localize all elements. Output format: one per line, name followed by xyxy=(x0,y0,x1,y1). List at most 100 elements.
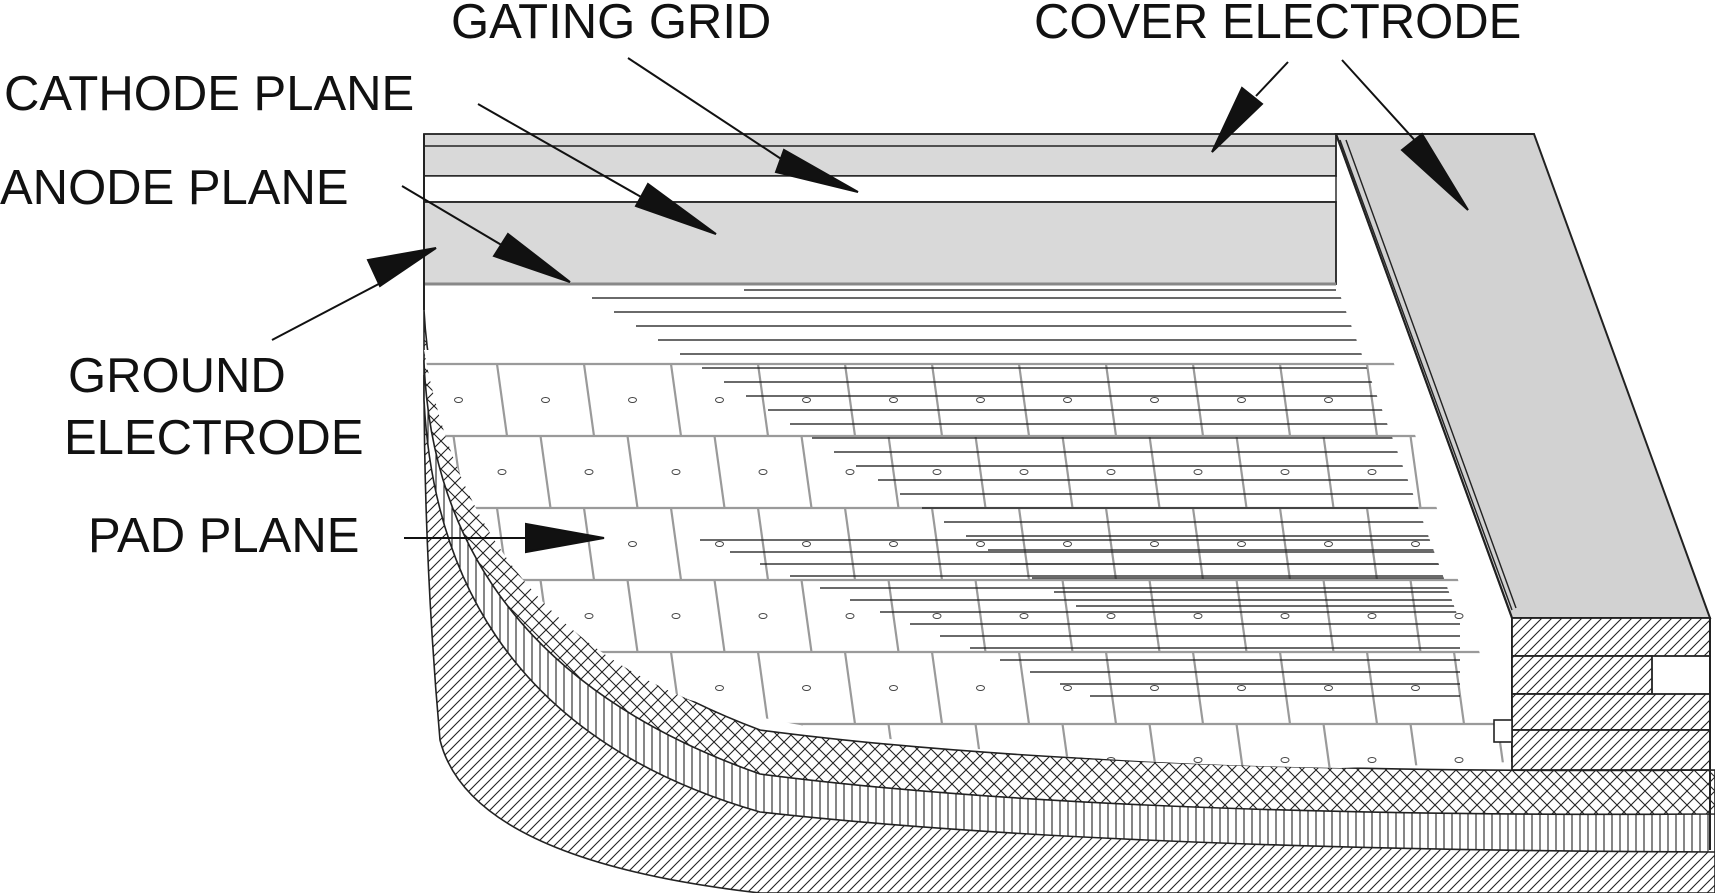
pad-column-line xyxy=(1191,507,1205,581)
pad-dots xyxy=(454,397,1507,763)
pad-dot xyxy=(1237,685,1246,691)
pad-dot xyxy=(1150,685,1159,691)
pad-dot xyxy=(1454,613,1464,619)
anode-plane-label: ANODE PLANE xyxy=(0,161,349,215)
pad-dot xyxy=(1280,613,1290,619)
pad-dot xyxy=(845,469,855,475)
pad-dot xyxy=(1498,685,1507,691)
pad-column-line xyxy=(1365,651,1379,725)
pad-column-line xyxy=(1365,507,1379,581)
pad-column-line xyxy=(974,579,987,653)
pad-dot xyxy=(1063,685,1072,691)
pad-column-line xyxy=(495,363,509,437)
pad-dot xyxy=(628,397,637,403)
pad-column-line xyxy=(713,435,726,509)
pad-column-line xyxy=(887,435,900,509)
pad-dot xyxy=(1454,757,1464,763)
pad-column-line xyxy=(930,507,944,581)
pad-dot xyxy=(715,685,724,691)
pad-column-line xyxy=(669,507,683,581)
pad-column-line xyxy=(843,507,857,581)
pad-column-line xyxy=(1017,507,1031,581)
pad-dot xyxy=(1237,397,1246,403)
pad-column-line xyxy=(1148,435,1161,509)
pad-column-line xyxy=(539,435,552,509)
pad-dot xyxy=(671,613,681,619)
pad-dot xyxy=(1063,541,1072,547)
pad-column-line xyxy=(582,507,596,581)
pad-column-line xyxy=(800,435,813,509)
pad-dot xyxy=(758,613,768,619)
pad-dot xyxy=(932,613,942,619)
pad-column-line xyxy=(1322,435,1335,509)
pad-dot xyxy=(584,469,594,475)
pad-dot xyxy=(1280,469,1290,475)
pad-dot xyxy=(1367,469,1377,475)
pad-column-line xyxy=(1104,651,1118,725)
pad-dot xyxy=(584,613,594,619)
pad-dot xyxy=(845,613,855,619)
pad-column-line xyxy=(626,435,639,509)
pad-column-line xyxy=(756,507,770,581)
pad-dot xyxy=(715,397,724,403)
ground-electrode-label-line2: ELECTRODE xyxy=(64,411,364,465)
pad-dot xyxy=(1411,397,1420,403)
pad-column-line xyxy=(1148,723,1161,768)
pad-column-line xyxy=(582,363,596,437)
pad-dot xyxy=(1324,685,1333,691)
pad-dot xyxy=(628,541,637,547)
gating-grid-label: GATING GRID xyxy=(451,0,771,49)
pad-column-line xyxy=(1452,651,1466,725)
pad-dot xyxy=(1019,613,1029,619)
pad-column-line xyxy=(410,364,420,436)
pad-column-line xyxy=(930,651,944,725)
pad-dot xyxy=(1193,757,1203,763)
cover-electrode-label: COVER ELECTRODE xyxy=(1034,0,1521,49)
pad-column-line xyxy=(1409,723,1422,768)
pad-dot xyxy=(454,397,463,403)
pad-dot xyxy=(1237,541,1246,547)
pad-dot xyxy=(802,397,811,403)
pad-column-line xyxy=(1235,435,1248,509)
electrode-stack xyxy=(423,133,1337,310)
pad-column-line xyxy=(1191,651,1205,725)
pad-column-line xyxy=(1235,723,1248,768)
pad-dot xyxy=(758,469,768,475)
pad-dot xyxy=(671,469,681,475)
pad-column-line xyxy=(1017,651,1031,725)
pad-dot xyxy=(1193,469,1203,475)
pad-dot xyxy=(1106,469,1116,475)
pad-column-line xyxy=(1322,723,1335,768)
label-leaders xyxy=(271,57,1469,554)
pad-column-line xyxy=(410,508,420,580)
pad-column-line xyxy=(1104,507,1118,581)
pad-plane-label: PAD PLANE xyxy=(88,509,359,563)
wire-planes xyxy=(570,284,1478,697)
pad-dot xyxy=(889,541,898,547)
pad-dot xyxy=(1193,613,1203,619)
pad-column-line xyxy=(843,651,857,725)
cover-electrode-band xyxy=(423,133,1337,177)
pad-dot xyxy=(1150,541,1159,547)
pad-dot xyxy=(1411,685,1420,691)
pad-column-line xyxy=(887,579,900,653)
pad-column-line xyxy=(410,652,420,724)
pad-dot xyxy=(802,685,811,691)
pad-column-line xyxy=(800,579,813,653)
ground-electrode-label-line1: GROUND xyxy=(68,349,286,403)
pad-column-line xyxy=(756,363,770,437)
gap-band xyxy=(423,175,1337,203)
pad-dot xyxy=(976,685,985,691)
pad-dot xyxy=(1324,397,1333,403)
pad-column-line xyxy=(1409,435,1422,509)
pad-dot xyxy=(802,541,811,547)
pad-column-line xyxy=(1278,507,1292,581)
cathode-plane-label: CATHODE PLANE xyxy=(4,67,414,121)
pad-dot xyxy=(976,541,985,547)
pad-dot xyxy=(1150,397,1159,403)
pad-dot xyxy=(1324,541,1333,547)
pad-dot xyxy=(932,469,942,475)
pad-dot xyxy=(1280,757,1290,763)
pad-dot xyxy=(715,541,724,547)
